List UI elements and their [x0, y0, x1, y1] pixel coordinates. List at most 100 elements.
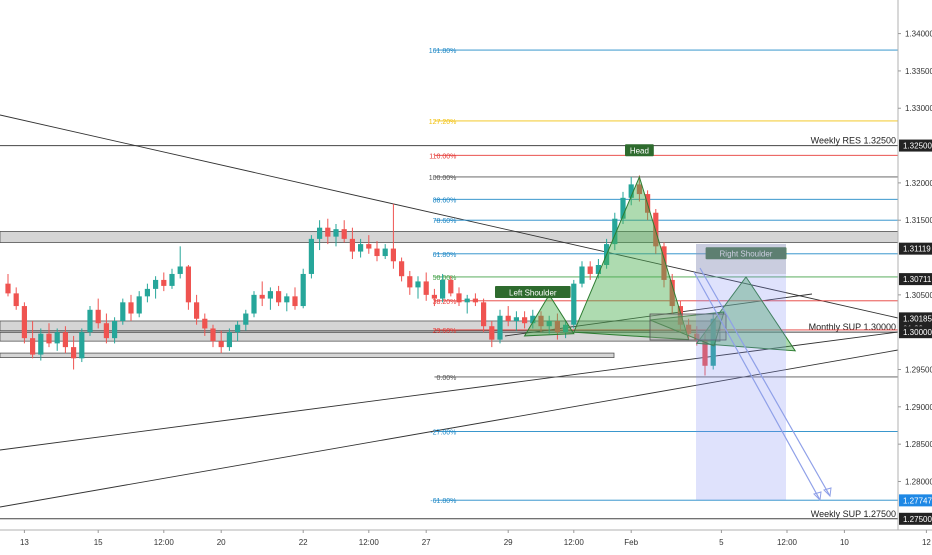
- x-tick-label: 15: [94, 538, 103, 547]
- candle-body: [153, 279, 159, 289]
- candle-body: [308, 238, 314, 274]
- x-tick-label: 22: [299, 538, 308, 547]
- candle-body: [546, 320, 552, 327]
- candle: [169, 268, 175, 289]
- pattern-label-bg: [495, 286, 571, 299]
- projection-arrow: [699, 267, 831, 497]
- candle: [497, 309, 503, 344]
- candle: [554, 313, 560, 340]
- candle-body: [620, 197, 626, 219]
- pattern-label-text: Head: [630, 147, 649, 156]
- candle: [390, 203, 396, 269]
- candle: [407, 270, 413, 295]
- candle: [464, 294, 470, 314]
- candle: [308, 235, 314, 279]
- candle-body: [374, 248, 380, 257]
- candle-body: [358, 244, 364, 252]
- candle: [694, 326, 700, 346]
- candle-body: [431, 294, 437, 299]
- candle-body: [276, 291, 282, 303]
- candle-body: [554, 320, 560, 333]
- pattern-triangle: [573, 175, 690, 341]
- candle: [440, 273, 446, 303]
- candle-body: [161, 279, 167, 286]
- candle: [144, 283, 150, 303]
- candle: [112, 317, 118, 344]
- candle-body: [333, 229, 339, 237]
- pattern-label-bg: [625, 144, 654, 157]
- candle-body: [407, 276, 413, 288]
- candle-body: [79, 332, 85, 359]
- candle-body: [538, 315, 544, 327]
- candle-body: [194, 302, 200, 319]
- fib-label: 127.20%: [429, 119, 457, 126]
- x-tick-label: 13: [20, 538, 29, 547]
- candle: [46, 323, 52, 348]
- candle: [702, 333, 708, 376]
- candle: [628, 176, 634, 206]
- pattern-triangle: [649, 311, 725, 347]
- candle: [399, 257, 405, 282]
- candle: [235, 320, 241, 342]
- candle-body: [341, 229, 347, 239]
- x-tick-label: 12:00: [777, 538, 798, 547]
- x-tick-label: 29: [504, 538, 513, 547]
- fib-label: 38.20%: [433, 299, 457, 306]
- fib-label: 0.00%: [437, 375, 457, 382]
- projection-arrowhead: [823, 487, 832, 498]
- candle: [530, 309, 536, 329]
- candle: [374, 241, 380, 262]
- y-tick-label: 1.30500: [905, 291, 932, 300]
- candle-body: [292, 296, 298, 307]
- price-tag: [899, 494, 932, 507]
- candle-body: [185, 266, 191, 303]
- candle-body: [177, 266, 183, 274]
- price-tag-label: 1.32500: [903, 142, 932, 151]
- candle: [300, 268, 306, 309]
- y-tick-label: 1.33500: [905, 67, 932, 76]
- y-tick-label: 1.28000: [905, 477, 932, 486]
- candle: [456, 287, 462, 307]
- candle: [587, 261, 593, 280]
- candle: [325, 218, 331, 245]
- candle: [620, 191, 626, 224]
- candle: [120, 298, 126, 325]
- retest-box: [649, 313, 727, 341]
- candle-body: [472, 298, 478, 303]
- candle-body: [30, 338, 36, 355]
- candle: [538, 311, 544, 333]
- candle-body: [284, 296, 290, 303]
- x-tick-label: 5: [719, 538, 724, 547]
- candle-body: [62, 332, 68, 348]
- candle: [349, 227, 355, 260]
- candle: [71, 335, 77, 370]
- y-tick-label: 1.33000: [905, 104, 932, 113]
- candle-body: [235, 324, 241, 333]
- x-tick-label: 20: [217, 538, 226, 547]
- candle: [358, 238, 364, 258]
- candle-body: [210, 328, 216, 342]
- candle-body: [636, 184, 642, 195]
- candle-body: [481, 302, 487, 327]
- candle-body: [13, 293, 19, 307]
- candle: [210, 324, 216, 348]
- candle-body: [87, 309, 93, 333]
- fib-label: -27.00%: [430, 429, 456, 436]
- candle-body: [112, 320, 118, 339]
- candle-body: [251, 294, 257, 314]
- fib-label: 161.80%: [429, 48, 457, 55]
- candle: [251, 291, 257, 318]
- candle-body: [300, 273, 306, 307]
- candle: [333, 223, 339, 247]
- candle: [669, 273, 675, 314]
- stop-zone: [696, 244, 786, 274]
- candle: [636, 175, 642, 202]
- candle-body: [120, 302, 126, 321]
- candle: [153, 276, 159, 299]
- candle-body: [21, 306, 27, 339]
- candle-body: [677, 306, 683, 325]
- x-tick-label: 27: [422, 538, 431, 547]
- trend-line: [0, 114, 899, 319]
